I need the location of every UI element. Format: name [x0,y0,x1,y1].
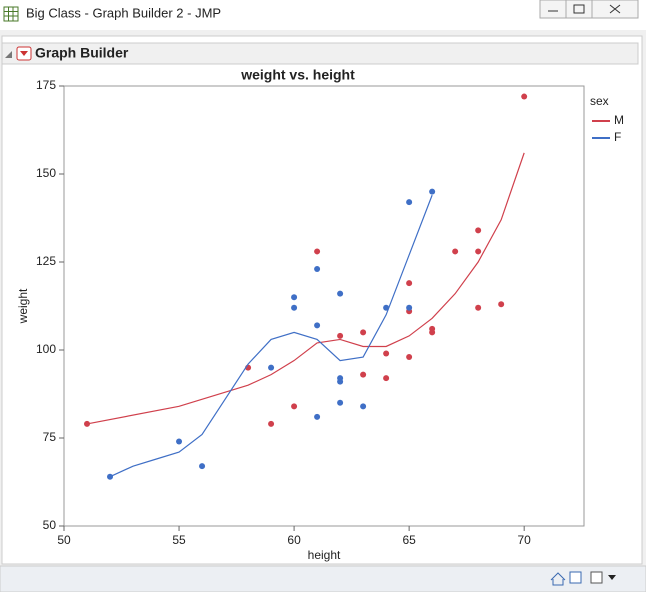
home-icon[interactable] [550,572,566,586]
point [383,350,390,357]
point [176,438,183,445]
point [475,248,482,255]
point [452,248,459,255]
point [268,420,275,427]
point [406,199,413,206]
app-icon [3,6,19,22]
point [475,227,482,234]
point [360,403,367,410]
point [199,463,206,470]
legend-label: M [614,113,624,127]
plot-frame [63,85,585,527]
legend-label: F [614,130,621,144]
y-tick-label: 150 [36,166,56,180]
x-tick-label: 55 [172,533,186,547]
smoother-line [86,152,525,425]
point [521,93,528,100]
title-bar [0,0,646,30]
chart-title: weight vs. height [240,67,355,83]
point [406,354,413,361]
x-tick-label: 70 [517,533,531,547]
point [429,329,436,336]
point [360,371,367,378]
panel-header [1,42,639,65]
y-tick-label: 125 [36,254,56,268]
disclosure-icon[interactable] [5,51,12,58]
point [337,290,344,297]
status-bar [0,565,646,592]
x-tick-label: 50 [57,533,71,547]
red-triangle [20,51,28,56]
checkbox-icon[interactable] [590,571,603,584]
y-axis-label: weight [16,288,30,324]
window-title: Big Class - Graph Builder 2 - JMP [26,5,221,20]
table-icon[interactable] [569,571,582,584]
window-button-icons [548,4,621,14]
point [291,403,298,410]
x-tick-label: 60 [287,533,301,547]
point [314,322,321,329]
point [268,364,275,371]
point [383,304,390,311]
y-tick-label: 75 [43,430,57,444]
point [314,413,321,420]
point [383,375,390,382]
point [337,378,344,385]
y-tick-label: 50 [43,518,57,532]
panel-title: Graph Builder [35,45,129,61]
point [314,266,321,273]
point [337,332,344,339]
point [337,399,344,406]
point [498,301,505,308]
app-icon-grid [4,7,18,21]
point [291,294,298,301]
x-tick-label: 65 [402,533,416,547]
y-tick-label: 175 [36,78,56,92]
point [314,248,321,255]
point [291,304,298,311]
point [107,473,114,480]
point [84,420,91,427]
point [475,304,482,311]
point [429,188,436,195]
maximize-button[interactable] [565,0,593,19]
point [406,304,413,311]
point [406,280,413,287]
x-axis-label: height [308,548,341,562]
legend-title: sex [590,94,609,108]
point [360,329,367,336]
minimize-button[interactable] [539,0,567,19]
y-tick-label: 100 [36,342,56,356]
smoother-line [109,194,433,478]
dropdown-icon[interactable] [608,575,616,580]
